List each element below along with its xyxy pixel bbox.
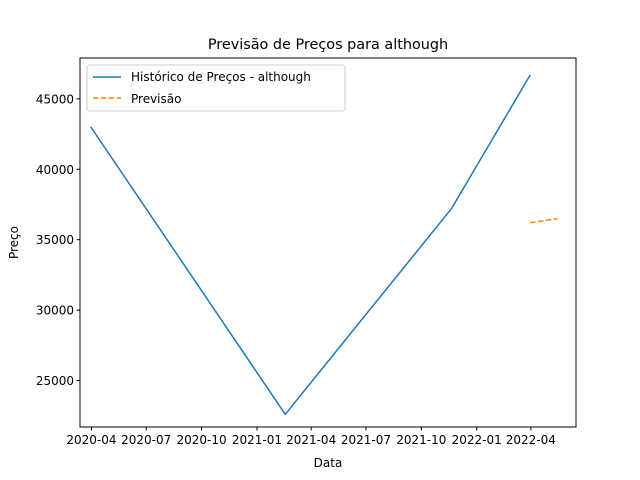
x-tick-label: 2020-10 [177, 433, 227, 447]
x-tick-label: 2021-04 [286, 433, 336, 447]
y-tick-label: 40000 [36, 163, 74, 177]
series-line-history [90, 74, 531, 416]
legend-box [86, 64, 346, 112]
series-line-forecast [530, 217, 558, 224]
x-tick-label: 2021-10 [396, 433, 446, 447]
x-tick-label: 2022-01 [452, 433, 502, 447]
x-axis: 2020-04 2020-07 2020-10 2021-01 2021-04 2021-… [66, 427, 556, 447]
legend-label-history: Histórico de Preços - although [131, 70, 311, 84]
x-tick-label: 2020-07 [121, 433, 171, 447]
series-layer [90, 74, 558, 416]
plot-area [79, 57, 577, 428]
plot-frame [79, 57, 577, 428]
x-tick-label: 2021-01 [232, 433, 282, 447]
y-tick-label: 45000 [36, 92, 74, 106]
x-tick-label: 2021-07 [341, 433, 391, 447]
y-tick-label: 30000 [36, 304, 74, 318]
y-tick-label: 25000 [36, 374, 74, 388]
legend: Histórico de Preços - although Previsão [86, 64, 346, 112]
x-axis-label: Data [314, 456, 343, 470]
chart-title: Previsão de Preços para although [208, 37, 448, 53]
y-axis: 25000 30000 35000 40000 45000 [36, 92, 80, 388]
y-tick-label: 35000 [36, 233, 74, 247]
x-tick-label: 2022-04 [506, 433, 556, 447]
y-axis-label: Preço [7, 226, 21, 259]
legend-label-forecast: Previsão [131, 92, 181, 106]
x-tick-label: 2020-04 [66, 433, 116, 447]
